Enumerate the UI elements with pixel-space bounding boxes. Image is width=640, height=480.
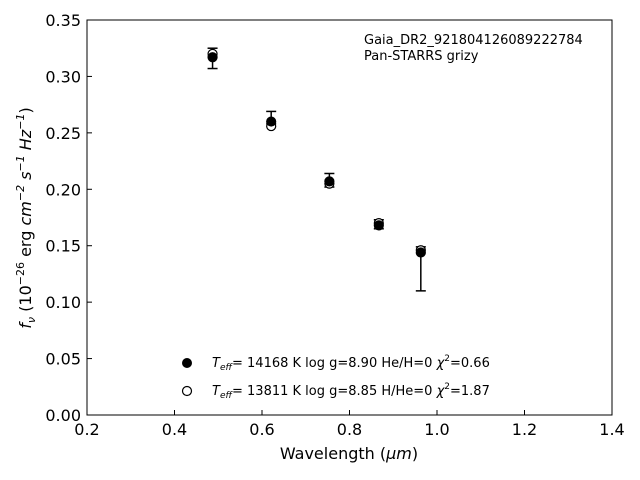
x-axis-label: Wavelength (μm) (280, 444, 418, 463)
ticks-layer: 0.2 0.4 0.6 0.8 1.0 1.2 1.4 0.00 0.05 0.10 0.15 0.2… (45, 11, 624, 439)
plot-frame (86, 19, 613, 416)
y-tick-label: 0.20 (45, 180, 81, 199)
point-filled (324, 176, 335, 187)
x-tick-label: 0.4 (162, 420, 187, 439)
y-axis-label: fν (10−26 erg cm−2 s−1 Hz−1) (14, 107, 38, 328)
x-tick-label: 0.2 (74, 420, 99, 439)
legend: Teff= 14168 K log g=8.90 He/H=0 χ2=0.66 … (181, 354, 490, 401)
x-tick-label: 0.8 (337, 420, 362, 439)
y-tick-label: 0.10 (45, 293, 81, 312)
x-tick-label: 1.4 (599, 420, 624, 439)
annotation-line-1: Gaia_DR2_921804126089222784 (364, 33, 583, 48)
x-tick-label: 0.6 (249, 420, 274, 439)
point-filled (373, 220, 384, 231)
x-tick-label: 1.0 (424, 420, 449, 439)
y-tick-label: 0.25 (45, 124, 81, 143)
y-tick-label: 0.35 (45, 11, 81, 30)
y-tick-label: 0.30 (45, 67, 81, 86)
legend-entry-1: Teff= 14168 K log g=8.90 He/H=0 χ2=0.66 (212, 354, 490, 373)
point-filled (415, 247, 426, 258)
y-tick-label: 0.05 (45, 350, 81, 369)
point-filled (207, 52, 218, 63)
legend-marker-filled (182, 358, 192, 368)
y-tick-label: 0.15 (45, 237, 81, 256)
data-layer (207, 47, 426, 292)
annotation-line-2: Pan-STARRS grizy (364, 49, 479, 64)
legend-marker-open (181, 385, 193, 397)
point-filled (266, 116, 277, 127)
y-tick-label: 0.00 (45, 406, 81, 425)
legend-entry-2: Teff= 13811 K log g=8.85 H/He=0 χ2=1.87 (212, 382, 490, 401)
x-tick-label: 1.2 (512, 420, 537, 439)
